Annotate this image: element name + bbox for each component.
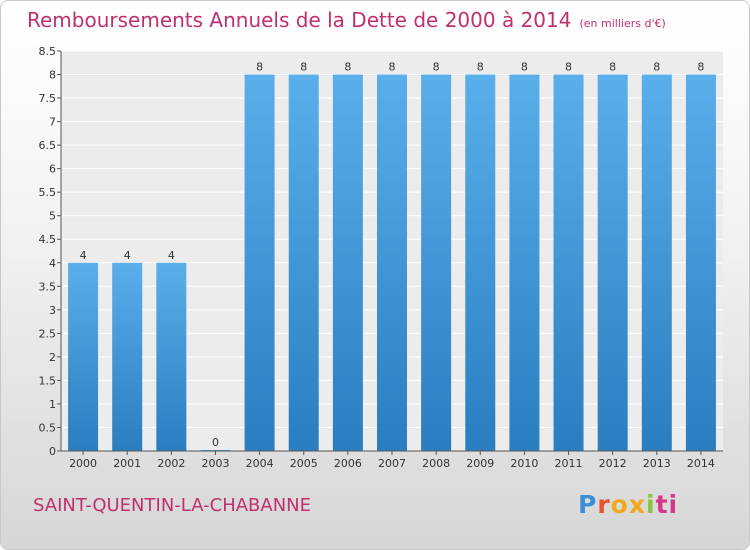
y-tick-label: 8.5 [39,45,57,58]
y-tick-label: 6.5 [39,139,57,152]
x-tick-label-2007: 2007 [378,457,406,470]
bar-2008 [421,74,452,451]
y-tick-label: 4 [49,257,56,270]
y-tick-label: 1.5 [39,374,57,387]
data-label-2005: 8 [300,61,307,74]
x-tick-label-2010: 2010 [510,457,538,470]
x-tick-label-2000: 2000 [69,457,97,470]
x-tick-label-2014: 2014 [687,457,715,470]
bar-2010 [509,74,540,451]
data-label-2007: 8 [389,61,396,74]
chart-title: Remboursements Annuels de la Dette de 20… [27,8,666,32]
y-tick-label: 5 [49,210,56,223]
y-tick-label: 5.5 [39,186,57,199]
data-label-2011: 8 [565,61,572,74]
bar-2011 [553,74,584,451]
x-tick-label-2003: 2003 [201,457,229,470]
proxiti-logo: Proxiti [578,490,679,519]
bar-2006 [332,74,363,451]
bar-2001 [112,262,143,451]
x-tick-label-2012: 2012 [599,457,627,470]
y-tick-label: 2.5 [39,327,57,340]
bar-2000 [68,262,99,451]
x-tick-label-2011: 2011 [555,457,583,470]
data-label-2002: 4 [168,249,175,262]
bar-2004 [244,74,275,451]
place-name: SAINT-QUENTIN-LA-CHABANNE [33,495,312,516]
data-label-2012: 8 [609,61,616,74]
y-tick-label: 8 [49,69,56,82]
x-tick-label-2006: 2006 [334,457,362,470]
y-tick-label: 0.5 [39,421,57,434]
y-tick-label: 7 [49,116,56,129]
bar-2009 [465,74,496,451]
data-label-2014: 8 [697,61,704,74]
data-label-2009: 8 [477,61,484,74]
data-label-2003: 0 [212,436,219,449]
title-text: Remboursements Annuels de la Dette de 20… [27,8,572,32]
data-label-2001: 4 [124,249,131,262]
y-tick-label: 1 [49,398,56,411]
x-tick-label-2004: 2004 [246,457,274,470]
data-label-2000: 4 [80,249,87,262]
x-tick-label-2002: 2002 [157,457,185,470]
data-label-2013: 8 [653,61,660,74]
x-tick-label-2001: 2001 [113,457,141,470]
bar-2013 [641,74,672,451]
data-label-2004: 8 [256,61,263,74]
y-tick-label: 4.5 [39,233,57,246]
data-label-2006: 8 [344,61,351,74]
bar-2007 [377,74,407,451]
y-tick-label: 3 [49,304,56,317]
bar-2002 [156,262,187,451]
unit-label: (en milliers d'€) [579,17,666,30]
bar-2012 [597,74,628,451]
x-tick-label-2008: 2008 [422,457,450,470]
data-label-2010: 8 [521,61,528,74]
y-tick-label: 3.5 [39,280,57,293]
y-tick-label: 0 [49,445,56,458]
y-tick-label: 6 [49,163,56,176]
x-tick-label-2013: 2013 [643,457,671,470]
bar-2014 [685,74,716,451]
y-tick-label: 7.5 [39,92,57,105]
data-label-2008: 8 [433,61,440,74]
x-tick-label-2009: 2009 [466,457,494,470]
y-tick-label: 2 [49,351,56,364]
bar-2005 [288,74,319,451]
x-tick-label-2005: 2005 [290,457,318,470]
